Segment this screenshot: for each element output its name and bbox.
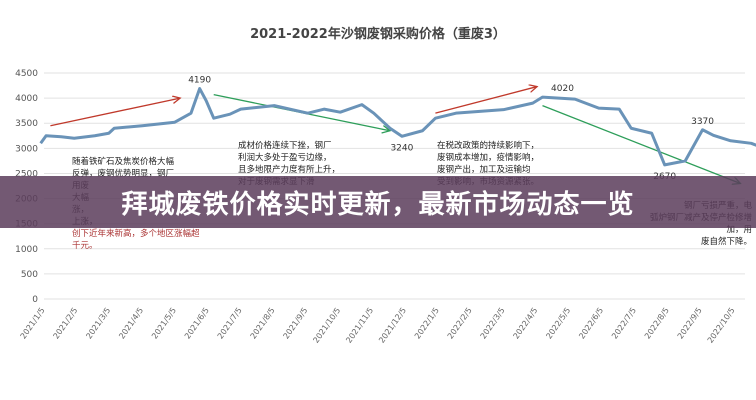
x-tick-label: 2021/11/5: [344, 306, 375, 345]
x-tick-label: 2021/10/5: [311, 306, 342, 345]
x-tick-label: 2022/1/5: [413, 306, 441, 341]
chart-title: 2021-2022年沙钢废钢采购价格（重废3）: [250, 26, 506, 42]
annotation-line: 利润大多处于盈亏边缘，: [238, 153, 332, 163]
headline-text: 拜城废铁价格实时更新，最新市场动态一览: [121, 189, 635, 220]
x-tick-label: 2021/5/5: [150, 306, 178, 341]
y-tick-label: 500: [21, 270, 38, 280]
y-tick-label: 4500: [15, 69, 38, 79]
trend-arrow: [50, 98, 180, 127]
x-tick-label: 2022/5/5: [544, 306, 572, 341]
x-tick-label: 2022/2/5: [446, 306, 474, 341]
x-tick-label: 2021/1/5: [19, 306, 47, 341]
x-tick-label: 2022/6/5: [577, 306, 605, 341]
trend-arrow: [435, 87, 537, 114]
annotation-line: 废钢成本增加，疫情影响，: [437, 153, 540, 163]
annotation-line: 反弹，废钢优势明显，钢厂: [72, 169, 175, 179]
y-tick-label: 3500: [15, 119, 38, 129]
annotation-line: 且多地限产力度有所上升，: [238, 165, 341, 175]
x-tick-label: 2022/3/5: [479, 306, 507, 341]
trend-arrow: [542, 105, 740, 184]
y-tick-label: 2500: [15, 169, 38, 179]
x-tick-label: 2021/12/5: [377, 306, 408, 345]
x-tick-label: 2022/8/5: [643, 306, 671, 341]
data-label: 3240: [390, 143, 413, 153]
y-tick-label: 1000: [15, 245, 38, 255]
x-tick-label: 2021/8/5: [249, 306, 277, 341]
x-tick-label: 2022/4/5: [512, 306, 540, 341]
price-line: [39, 87, 756, 167]
y-tick-label: 4000: [15, 94, 38, 104]
x-tick-label: 2022/9/5: [676, 306, 704, 341]
annotation-line: 废自然下降。: [700, 237, 752, 247]
annotation-line: 成材价格连续下挫，钢厂: [238, 141, 332, 151]
x-tick-label: 2021/4/5: [117, 306, 145, 341]
annotation-line: 随着铁矿石及焦炭价格大幅: [72, 157, 175, 167]
x-tick-label: 2021/3/5: [84, 306, 112, 341]
x-tick-label: 2022/7/5: [610, 306, 638, 341]
annotation-line: 在税改政策的持续影响下，: [437, 141, 540, 151]
headline-banner: 拜城废铁价格实时更新，最新市场动态一览: [0, 176, 756, 228]
annotation-highlight: 创下近年来新高，多个地区涨幅超千元。: [72, 229, 200, 251]
data-label: 3370: [691, 117, 714, 127]
x-tick-label: 2021/2/5: [52, 306, 80, 341]
annotation-line: 废钢产出，加工及运输均: [437, 165, 531, 175]
data-label: 4020: [551, 84, 574, 94]
x-tick-label: 2021/6/5: [183, 306, 211, 341]
y-tick-label: 3000: [15, 144, 38, 154]
x-tick-label: 2021/9/5: [282, 306, 310, 341]
data-label: 4190: [188, 76, 211, 86]
x-tick-label: 2021/7/5: [216, 306, 244, 341]
x-tick-label: 2022/10/5: [706, 306, 737, 345]
y-tick-label: 0: [32, 295, 38, 305]
